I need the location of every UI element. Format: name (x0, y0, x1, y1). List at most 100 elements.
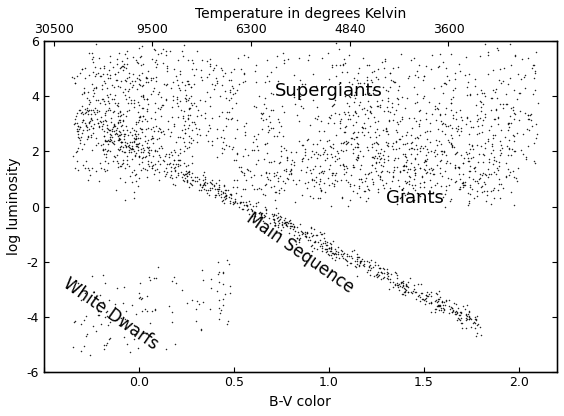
Point (214, 176, 223, 183)
Point (522, 156, 531, 163)
Point (412, 190, 421, 197)
Point (523, 111, 532, 118)
Point (309, 141, 318, 148)
Point (99, 118, 108, 124)
Point (357, 161, 366, 168)
Point (318, 230, 327, 237)
Point (459, 179, 468, 186)
Point (74, 167, 83, 173)
Point (436, 157, 445, 164)
Point (274, 178, 283, 184)
Point (122, 48, 131, 54)
Point (368, 144, 377, 151)
Point (105, 127, 114, 134)
Point (495, 176, 504, 183)
Point (495, 159, 504, 166)
Point (511, 110, 520, 117)
Point (299, 154, 308, 161)
Point (125, 86, 134, 93)
Point (73, 123, 82, 129)
Point (388, 143, 397, 149)
Point (74, 123, 83, 129)
Point (134, 183, 143, 190)
Point (481, 92, 490, 99)
Point (270, 183, 279, 190)
Point (114, 135, 124, 141)
Point (118, 62, 127, 69)
Point (432, 117, 441, 124)
Point (356, 165, 365, 172)
Point (360, 91, 369, 97)
Point (109, 141, 118, 147)
Point (147, 126, 156, 132)
Point (151, 146, 160, 153)
Point (84, 97, 93, 103)
Point (477, 87, 486, 93)
Point (301, 234, 310, 241)
Point (394, 83, 403, 90)
Point (91, 41, 100, 48)
Point (261, 181, 270, 187)
Point (76, 140, 85, 146)
Point (342, 99, 351, 106)
Point (96, 118, 105, 124)
Point (504, 151, 513, 158)
Point (161, 151, 170, 157)
Point (457, 180, 466, 186)
X-axis label: Temperature in degrees Kelvin: Temperature in degrees Kelvin (195, 7, 406, 21)
Point (99, 166, 108, 172)
Point (491, 86, 500, 92)
Point (103, 322, 112, 329)
Point (433, 291, 442, 298)
Point (236, 168, 245, 174)
Point (173, 57, 182, 64)
Point (506, 104, 515, 111)
Point (363, 269, 372, 275)
Point (429, 189, 438, 196)
Point (411, 134, 420, 141)
Point (430, 153, 439, 159)
Point (73, 127, 82, 134)
Point (359, 132, 368, 139)
Point (470, 315, 479, 322)
Point (250, 186, 259, 193)
Point (498, 145, 507, 151)
Point (133, 86, 142, 93)
Point (168, 181, 177, 187)
Point (487, 188, 496, 194)
Point (352, 157, 362, 164)
Point (249, 132, 258, 139)
Point (191, 174, 200, 181)
Point (272, 168, 281, 175)
Point (444, 297, 453, 304)
Point (531, 135, 540, 141)
Point (364, 98, 373, 104)
Point (327, 171, 336, 178)
Point (345, 52, 354, 58)
Point (198, 183, 207, 190)
Point (302, 169, 311, 176)
Point (382, 104, 391, 111)
Point (426, 293, 435, 300)
Point (127, 83, 136, 90)
Point (348, 111, 357, 118)
Point (324, 251, 333, 258)
Point (337, 251, 346, 258)
Point (385, 285, 394, 292)
Point (505, 171, 514, 178)
Point (408, 287, 417, 294)
Point (420, 301, 429, 307)
Point (195, 181, 204, 188)
Point (423, 149, 432, 155)
Point (130, 97, 139, 104)
Point (365, 107, 374, 114)
Point (403, 288, 412, 295)
Point (473, 178, 482, 185)
Point (172, 174, 181, 181)
Point (287, 149, 296, 156)
Point (75, 124, 84, 130)
Point (118, 67, 127, 73)
Point (393, 201, 402, 207)
Point (180, 130, 189, 137)
Point (109, 138, 118, 145)
